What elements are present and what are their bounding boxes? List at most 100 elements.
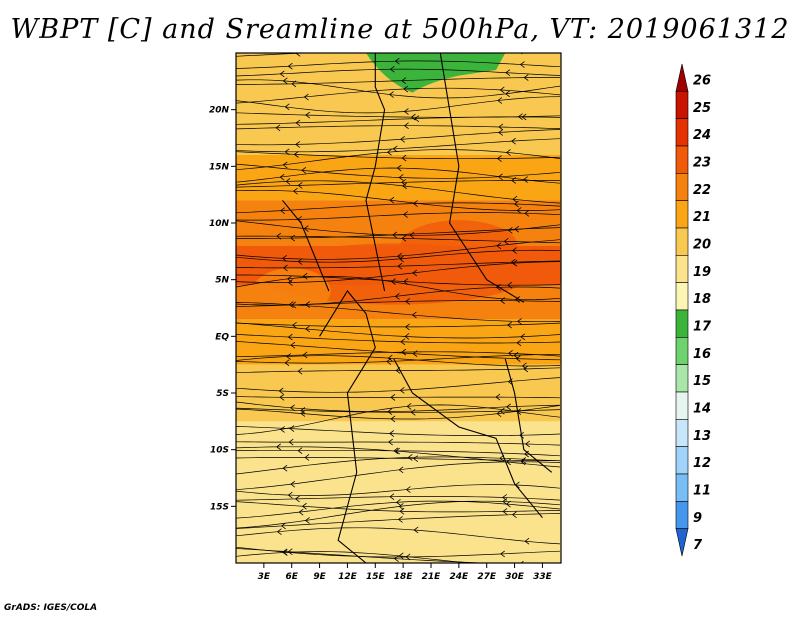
colorbar-bin xyxy=(675,91,689,119)
colorbar-label: 26 xyxy=(693,74,711,89)
streamline-arrow xyxy=(523,176,528,183)
streamline xyxy=(236,239,561,260)
streamline-arrow xyxy=(298,508,304,516)
streamline-arrow xyxy=(401,234,407,242)
streamline xyxy=(236,180,560,188)
streamline-arrow xyxy=(511,247,517,254)
streamline-arrow xyxy=(292,187,298,195)
chart-title: WBPT [C] and Sreamline at 500hPa, VT: 20… xyxy=(10,14,790,45)
colorbar-label: 25 xyxy=(693,101,711,116)
streamline-arrow xyxy=(403,85,409,93)
x-tick-label: 9E xyxy=(313,572,326,582)
streamline-arrow xyxy=(520,333,526,341)
colorbar-label: 20 xyxy=(693,238,711,253)
streamline-arrow xyxy=(302,272,308,280)
streamline-arrow xyxy=(505,500,511,508)
streamline xyxy=(236,355,561,367)
streamline-arrow xyxy=(514,225,520,233)
x-tick-label: 6E xyxy=(286,572,299,582)
streamline-arrow xyxy=(401,77,407,85)
streamline-arrow xyxy=(507,321,512,329)
streamline-arrow xyxy=(405,486,411,493)
colorbar-label: 14 xyxy=(693,402,711,417)
streamline-arrow xyxy=(297,258,303,265)
colorbar-bin xyxy=(675,227,689,256)
colorbar-bin xyxy=(675,528,689,557)
streamline xyxy=(236,457,561,462)
streamline-arrow xyxy=(521,457,527,464)
streamline-arrow xyxy=(388,91,394,98)
streamline-arrow xyxy=(399,53,401,54)
streamline-arrow xyxy=(282,548,288,556)
streamline-arrow xyxy=(398,174,404,181)
streamline-arrow xyxy=(505,69,511,77)
streamline-arrow xyxy=(400,135,405,143)
streamline-arrow xyxy=(282,255,287,262)
streamline xyxy=(236,500,561,529)
colorbar-bin xyxy=(675,309,689,338)
streamline-arrow xyxy=(411,311,417,319)
streamline-arrow xyxy=(516,207,522,214)
streamline-arrow xyxy=(402,211,408,218)
streamline-arrow xyxy=(499,86,505,94)
streamline xyxy=(236,96,561,114)
streamline xyxy=(236,149,561,171)
streamline-arrow xyxy=(275,124,281,132)
streamline xyxy=(236,367,561,374)
streamline-arrow xyxy=(288,301,294,308)
country-border xyxy=(365,53,386,292)
streamline-arrow xyxy=(397,252,402,260)
streamline-arrow xyxy=(297,182,303,189)
x-tick-label: 3E xyxy=(258,572,271,582)
streamline-arrow xyxy=(301,166,307,174)
streamline xyxy=(236,548,493,563)
streamline-arrow xyxy=(281,522,286,530)
colorbar-label: 19 xyxy=(693,265,711,280)
streamline xyxy=(236,426,561,436)
streamline-arrow xyxy=(279,70,285,78)
streamline-arrow xyxy=(387,408,393,415)
streamline xyxy=(236,500,561,519)
streamline-arrow xyxy=(389,196,395,204)
streamline xyxy=(236,353,561,364)
colorbar-bin xyxy=(675,419,689,447)
streamline-arrow xyxy=(295,141,301,148)
streamline-arrow xyxy=(404,323,410,331)
streamline-arrow xyxy=(276,528,282,536)
colorbar-label: 18 xyxy=(693,292,711,307)
streamline-arrow xyxy=(304,454,310,461)
streamline xyxy=(236,138,561,153)
streamline-arrow xyxy=(395,498,401,506)
colorbar-label: 13 xyxy=(693,429,711,444)
streamline-arrow xyxy=(507,227,513,234)
streamline-arrow xyxy=(302,351,308,359)
streamline xyxy=(236,189,561,211)
streamline-arrow xyxy=(515,296,520,303)
colorbar-bin xyxy=(675,364,689,393)
colorbar-label: 9 xyxy=(693,511,702,526)
streamline-arrow xyxy=(506,458,511,466)
streamline-arrow xyxy=(521,362,527,370)
streamline-arrow xyxy=(525,440,530,448)
x-axis: 3E 6E 9E 12E 15E 18E 21E 24E 27E 30E 33E xyxy=(258,563,553,582)
streamline-arrow xyxy=(392,145,398,153)
streamline xyxy=(236,496,561,501)
field-patch xyxy=(263,430,394,492)
streamline-arrow xyxy=(288,438,294,446)
streamline-arrow xyxy=(282,161,288,169)
field-patch xyxy=(409,475,527,537)
country-border xyxy=(282,199,330,292)
streamline-arrow xyxy=(386,358,392,365)
streamline-arrow xyxy=(388,438,393,446)
streamline-arrow xyxy=(516,318,522,325)
streamline xyxy=(236,249,561,263)
streamline-arrow xyxy=(405,298,411,305)
streamline-arrow xyxy=(399,387,405,394)
streamline-arrow xyxy=(403,122,409,130)
streamline-arrow xyxy=(389,430,394,437)
y-tick-label: 20N xyxy=(209,106,230,116)
streamline-arrow xyxy=(402,182,407,190)
streamline xyxy=(236,60,561,69)
country-border xyxy=(393,358,543,519)
colorbar-label: 7 xyxy=(693,538,703,553)
